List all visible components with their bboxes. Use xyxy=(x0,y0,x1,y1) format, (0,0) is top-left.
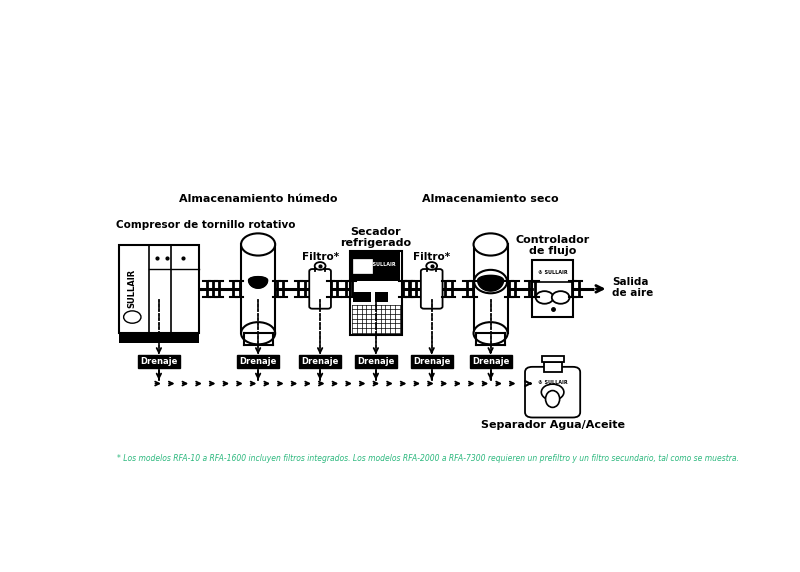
Ellipse shape xyxy=(474,322,508,344)
Text: Controlador: Controlador xyxy=(515,236,590,245)
FancyBboxPatch shape xyxy=(241,244,275,333)
Text: Salida: Salida xyxy=(612,277,649,287)
FancyBboxPatch shape xyxy=(421,269,442,309)
FancyBboxPatch shape xyxy=(237,355,279,368)
Text: Drenaje: Drenaje xyxy=(140,357,178,366)
FancyBboxPatch shape xyxy=(310,269,331,309)
Ellipse shape xyxy=(474,233,508,256)
FancyBboxPatch shape xyxy=(118,245,199,333)
Text: Separador Agua/Aceite: Separador Agua/Aceite xyxy=(481,419,625,430)
Text: ® SULLAIR: ® SULLAIR xyxy=(366,262,396,267)
Text: Drenaje: Drenaje xyxy=(413,357,450,366)
FancyBboxPatch shape xyxy=(474,244,508,333)
FancyBboxPatch shape xyxy=(410,355,453,368)
Text: ® SULLAIR: ® SULLAIR xyxy=(538,271,567,275)
Circle shape xyxy=(426,262,437,270)
Text: ® SULLAIR: ® SULLAIR xyxy=(538,380,567,386)
FancyBboxPatch shape xyxy=(525,367,580,418)
Text: Compresor de tornillo rotativo: Compresor de tornillo rotativo xyxy=(115,220,295,230)
Text: Filtro*: Filtro* xyxy=(413,252,450,261)
Text: de flujo: de flujo xyxy=(529,247,576,256)
Circle shape xyxy=(552,291,570,304)
Circle shape xyxy=(314,262,326,270)
Text: Drenaje: Drenaje xyxy=(358,357,394,366)
FancyBboxPatch shape xyxy=(354,259,372,273)
Text: Almacenamiento húmedo: Almacenamiento húmedo xyxy=(179,193,338,204)
Text: de aire: de aire xyxy=(612,288,654,298)
FancyBboxPatch shape xyxy=(533,260,573,317)
Ellipse shape xyxy=(241,233,275,256)
FancyBboxPatch shape xyxy=(542,356,564,362)
Polygon shape xyxy=(249,277,268,288)
Circle shape xyxy=(536,291,554,304)
FancyBboxPatch shape xyxy=(355,355,397,368)
Text: refrigerado: refrigerado xyxy=(340,237,411,248)
Ellipse shape xyxy=(241,322,275,344)
FancyBboxPatch shape xyxy=(470,355,512,368)
FancyBboxPatch shape xyxy=(375,292,388,303)
Polygon shape xyxy=(478,275,503,291)
Text: Almacenamiento seco: Almacenamiento seco xyxy=(422,193,559,204)
FancyBboxPatch shape xyxy=(353,292,371,303)
Circle shape xyxy=(474,270,507,293)
FancyBboxPatch shape xyxy=(350,252,402,335)
Circle shape xyxy=(124,311,141,323)
FancyBboxPatch shape xyxy=(351,252,400,281)
Text: Drenaje: Drenaje xyxy=(302,357,338,366)
Text: SULLAIR: SULLAIR xyxy=(128,269,137,308)
FancyBboxPatch shape xyxy=(138,355,180,368)
Circle shape xyxy=(542,384,564,400)
FancyBboxPatch shape xyxy=(543,362,562,372)
Text: Secador: Secador xyxy=(350,227,402,237)
FancyBboxPatch shape xyxy=(118,333,199,343)
Text: * Los modelos RFA-10 a RFA-1600 incluyen filtros integrados. Los modelos RFA-200: * Los modelos RFA-10 a RFA-1600 incluyen… xyxy=(118,454,739,463)
Text: Drenaje: Drenaje xyxy=(239,357,277,366)
Text: Drenaje: Drenaje xyxy=(472,357,510,366)
Ellipse shape xyxy=(546,391,560,407)
FancyBboxPatch shape xyxy=(299,355,341,368)
Text: Filtro*: Filtro* xyxy=(302,252,338,261)
